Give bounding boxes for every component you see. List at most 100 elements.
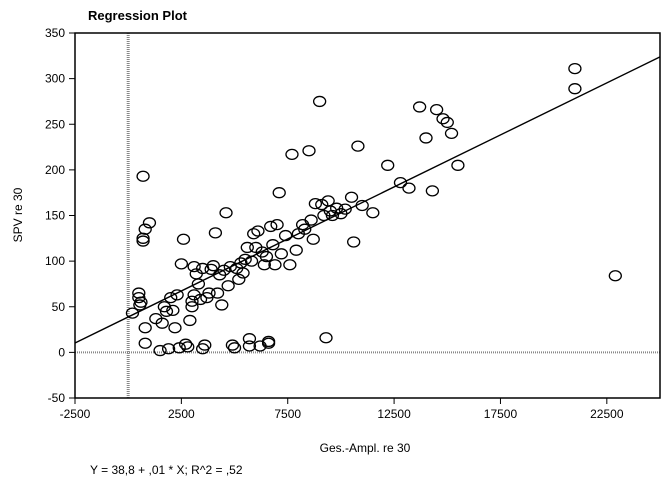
x-tick-label: 7500 (274, 407, 301, 421)
data-point (138, 322, 152, 334)
y-tick-label: 350 (45, 26, 65, 40)
data-point (225, 339, 240, 351)
data-point (210, 287, 225, 299)
data-point (236, 267, 250, 279)
data-point (325, 209, 340, 222)
data-point (166, 304, 180, 317)
data-point (330, 202, 344, 214)
data-point (251, 225, 265, 237)
regression-equation: Y = 38,8 + ,01 * X; R^2 = ,52 (90, 463, 243, 477)
data-point (304, 214, 318, 226)
data-point (181, 341, 195, 353)
data-point (285, 148, 299, 161)
data-point (308, 197, 323, 210)
data-point (227, 342, 242, 354)
data-point (193, 293, 208, 306)
data-point (159, 305, 174, 317)
regression-line-group (74, 56, 661, 344)
data-point (436, 113, 450, 125)
y-tick-label: 250 (45, 117, 65, 131)
data-point (142, 217, 157, 229)
data-point (274, 248, 288, 260)
y-tick-label: 200 (45, 163, 65, 177)
data-point (306, 233, 320, 245)
data-point (257, 259, 271, 271)
data-point (178, 338, 193, 350)
data-point (198, 339, 212, 351)
data-point (608, 270, 622, 282)
data-point (319, 332, 333, 344)
data-point (440, 116, 454, 129)
y-axis-label: SPV re 30 (11, 187, 25, 242)
data-point (185, 301, 199, 313)
data-point (136, 235, 150, 247)
data-point (232, 273, 246, 286)
data-point (189, 268, 203, 280)
data-point (138, 337, 152, 349)
data-point (183, 314, 197, 327)
data-point (206, 260, 220, 272)
data-point (134, 296, 148, 308)
data-point (264, 220, 278, 233)
data-point (429, 104, 444, 116)
data-point (174, 258, 189, 270)
data-point (268, 259, 282, 271)
data-point (298, 223, 312, 235)
data-point (568, 62, 582, 75)
y-axis-ticks: -50 0 50 100 150 200 250 300 350 (45, 26, 75, 405)
data-point (208, 227, 223, 239)
data-point (272, 187, 286, 199)
data-point (238, 253, 252, 265)
y-tick-label: 150 (45, 209, 65, 223)
data-point (259, 250, 274, 263)
data-point (451, 159, 465, 171)
x-tick-label: -2500 (60, 407, 91, 421)
y-tick-label: 50 (52, 300, 66, 314)
data-point (412, 101, 427, 113)
data-point (444, 127, 459, 140)
y-tick-label: 100 (45, 254, 65, 268)
x-tick-label: 2500 (168, 407, 195, 421)
regression-line (74, 56, 661, 344)
data-point (168, 322, 182, 334)
data-point (381, 159, 395, 171)
data-point (170, 289, 184, 301)
data-point (312, 95, 327, 108)
data-point (366, 207, 380, 219)
x-axis-label: Ges.-Ampl. re 30 (320, 441, 411, 455)
data-point (289, 244, 303, 256)
data-point (278, 229, 293, 242)
x-tick-label: 17500 (484, 407, 518, 421)
data-point (283, 259, 297, 271)
data-point (164, 291, 178, 304)
x-tick-label: 22500 (590, 407, 624, 421)
data-point (402, 182, 416, 194)
chart-title: Regression Plot (88, 8, 188, 23)
data-point (125, 307, 140, 319)
data-point (153, 344, 167, 357)
data-point (568, 83, 582, 95)
data-point (419, 132, 433, 144)
data-point (176, 233, 191, 245)
data-point (351, 140, 365, 152)
data-points (125, 62, 622, 357)
plot-frame (74, 32, 661, 399)
data-point (338, 203, 352, 215)
data-point (393, 176, 408, 189)
data-point (344, 191, 359, 203)
reference-lines (75, 33, 660, 398)
data-point (347, 236, 361, 248)
data-point (221, 280, 235, 292)
y-tick-label: -50 (48, 391, 66, 405)
data-point (202, 287, 216, 299)
data-point (242, 340, 257, 352)
data-point (302, 145, 316, 157)
data-point (240, 241, 254, 254)
data-point (219, 207, 233, 219)
data-point (266, 239, 280, 251)
data-point (244, 255, 259, 267)
y-tick-label: 300 (45, 72, 65, 86)
data-point (425, 185, 440, 197)
data-point (261, 335, 276, 348)
